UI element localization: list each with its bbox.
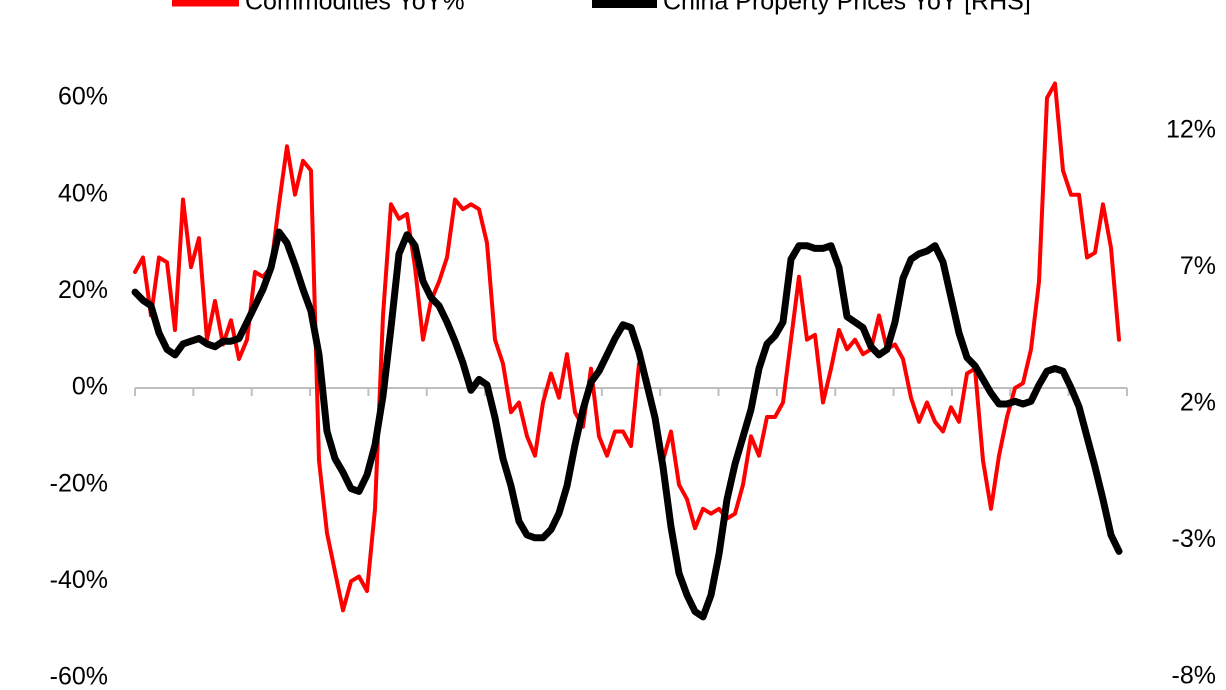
series-line: [131, 228, 1123, 621]
y-tick-label: 0%: [72, 373, 108, 401]
y2-tick-label: 2%: [1180, 389, 1216, 417]
y-tick-label: 20%: [58, 276, 108, 304]
y2-tick-label: 12%: [1166, 116, 1216, 144]
y2-tick-label: -3%: [1172, 525, 1216, 553]
y-tick-label: -60%: [50, 663, 108, 690]
y-tick-label: 60%: [58, 83, 108, 111]
y2-tick-label: -8%: [1172, 662, 1216, 690]
legend-label: Commodities YoY%: [245, 0, 465, 16]
y-tick-label: -20%: [50, 469, 108, 497]
series-line: [133, 81, 1121, 613]
y-tick-label: 40%: [58, 179, 108, 207]
y2-tick-label: 7%: [1180, 252, 1216, 280]
legend-label: China Property Prices YoY [RHS]: [663, 0, 1031, 16]
y-tick-label: -40%: [50, 566, 108, 594]
